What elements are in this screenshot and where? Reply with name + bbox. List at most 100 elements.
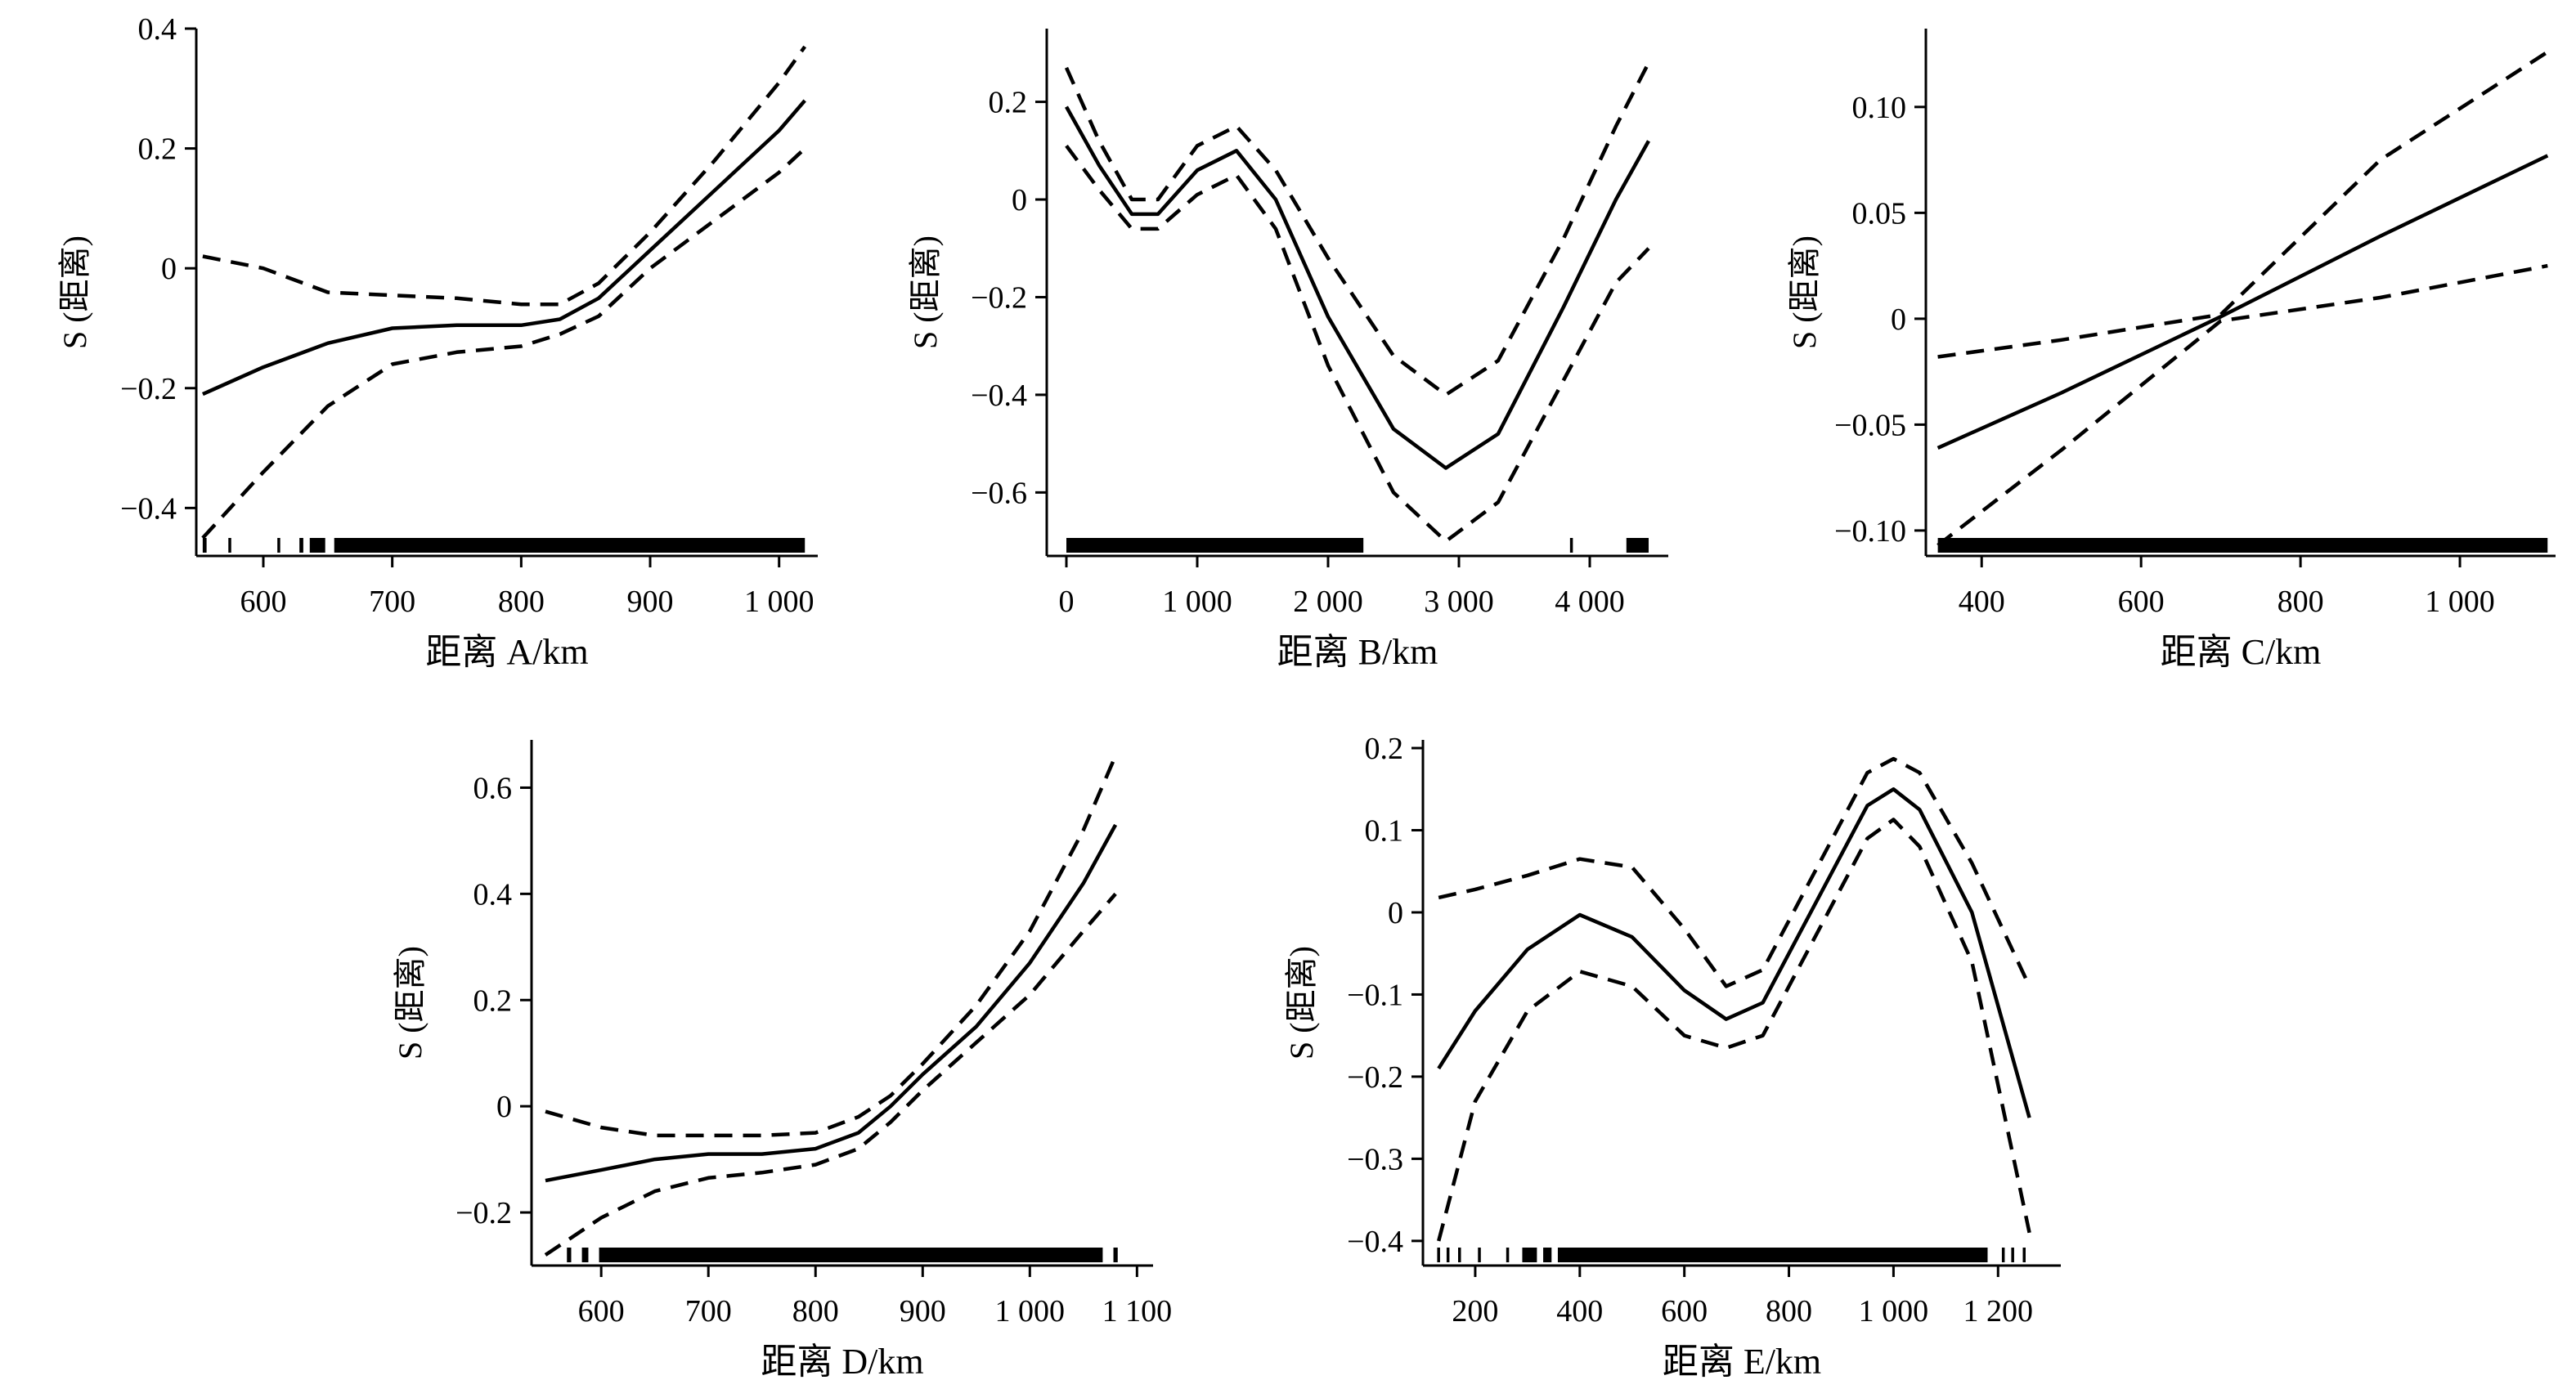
lower-ci-line: [201, 146, 806, 540]
x-axis-label: 距离 E/km: [1663, 1342, 1821, 1382]
y-tick-label: −0.4: [1347, 1225, 1403, 1259]
axes: [520, 740, 1153, 1277]
x-tick-label: 700: [369, 585, 415, 619]
rug-band: [1937, 538, 2548, 553]
y-tick-label: 0.4: [138, 12, 177, 47]
smooth-fit-line: [201, 99, 806, 397]
y-tick-label: −0.05: [1834, 408, 1906, 442]
rug-marks: [567, 1248, 1118, 1262]
upper-ci-line: [545, 755, 1118, 1138]
x-axis-label: 距离 C/km: [2161, 632, 2322, 672]
x-tick-label: 800: [1766, 1294, 1812, 1329]
x-tick-label: 1 000: [1162, 585, 1232, 619]
rug-band: [581, 1248, 589, 1262]
x-tick-label: 3 000: [1424, 585, 1494, 619]
rug-band: [299, 538, 303, 553]
x-tick-label: 1 000: [1859, 1294, 1929, 1329]
panel-distance-b: 0 1 000 2 000 3 000 4 000 −0.6 −0.4 −0.2 0 0.2 距离 …: [907, 29, 1668, 672]
rug-marks: [202, 538, 806, 553]
y-tick-label: −0.4: [120, 491, 177, 526]
y-tick-label: −0.10: [1834, 514, 1906, 549]
rug-marks: [1437, 1248, 2026, 1262]
axes: [185, 27, 818, 567]
y-tick-label: −0.2: [120, 372, 177, 406]
x-tick-label: 1 200: [1963, 1294, 2034, 1329]
y-tick-label: 0: [1891, 302, 1906, 337]
y-tick-label: 0.6: [473, 771, 513, 805]
y-tick-label: 0.2: [1365, 732, 1404, 766]
y-tick-label: 0.05: [1852, 196, 1907, 231]
x-tick-label: 600: [240, 585, 286, 619]
rug-band: [202, 538, 207, 553]
smooth-fit-line: [545, 823, 1118, 1183]
x-tick-label: 400: [1556, 1294, 1603, 1329]
lower-ci-line: [544, 892, 1117, 1257]
rug-band: [567, 1248, 572, 1262]
y-tick-label: 0: [496, 1090, 512, 1124]
y-axis-label: S (距离): [1283, 946, 1320, 1060]
axes: [1411, 740, 2061, 1277]
x-tick-label: 700: [685, 1294, 732, 1329]
x-axis-label: 距离 A/km: [425, 632, 588, 672]
lower-ci-line: [1065, 144, 1650, 544]
x-tick-label: 200: [1452, 1294, 1498, 1329]
rug-band: [1522, 1248, 1537, 1262]
rug-band: [1557, 1248, 1988, 1262]
upper-ci-line: [1937, 50, 2549, 359]
rug-marks: [1066, 538, 1649, 553]
y-tick-label: 0.2: [138, 132, 177, 167]
rug-band: [1543, 1248, 1552, 1262]
x-tick-label: 1 100: [1102, 1294, 1173, 1329]
x-tick-label: 0: [1059, 585, 1075, 619]
rug-band: [334, 538, 806, 553]
y-tick-label: −0.2: [456, 1196, 512, 1230]
y-axis-label: S (距离): [56, 235, 93, 349]
x-tick-label: 1 000: [995, 1294, 1066, 1329]
x-tick-label: 800: [2278, 585, 2324, 619]
x-tick-label: 1 000: [744, 585, 815, 619]
panel-distance-d: 600 700 800 900 1 000 1 100 −0.2 0 0.2 0.4 0.6 距离 D…: [392, 740, 1172, 1382]
y-tick-label: 0: [161, 252, 177, 286]
rug-marks: [1937, 538, 2548, 553]
x-tick-label: 400: [1959, 585, 2005, 619]
y-axis-label: S (距离): [1786, 235, 1823, 349]
upper-ci-line: [202, 45, 807, 307]
rug-band: [1113, 1248, 1118, 1262]
x-tick-label: 800: [792, 1294, 839, 1329]
lower-ci-line: [1936, 263, 2548, 547]
y-tick-label: −0.1: [1347, 978, 1403, 1012]
y-axis-label: S (距离): [392, 946, 429, 1060]
x-tick-label: 600: [2118, 585, 2165, 619]
y-tick-label: 0.4: [473, 877, 513, 912]
rug-band: [309, 538, 325, 553]
y-axis-label: S (距离): [907, 235, 944, 349]
axes: [1914, 29, 2556, 567]
smooth-fit-line: [1065, 105, 1650, 470]
panel-distance-c: 400 600 800 1 000 −0.10 −0.05 0 0.05 0.10 距离 C/km…: [1786, 29, 2556, 672]
x-tick-label: 800: [498, 585, 545, 619]
axes: [1035, 29, 1668, 567]
y-tick-label: −0.4: [971, 379, 1027, 413]
rug-band: [599, 1248, 1103, 1262]
upper-ci-line: [1438, 756, 2031, 988]
y-tick-label: 0.10: [1852, 91, 1907, 125]
y-tick-label: 0.2: [473, 984, 513, 1018]
x-axis-label: 距离 D/km: [761, 1342, 923, 1382]
y-tick-label: −0.6: [971, 476, 1027, 510]
y-tick-label: 0: [1012, 183, 1027, 217]
x-tick-label: 600: [578, 1294, 625, 1329]
y-tick-label: 0: [1388, 896, 1403, 930]
x-tick-label: 1 000: [2425, 585, 2495, 619]
smooth-fit-line: [1936, 154, 2549, 450]
x-tick-label: 900: [900, 1294, 946, 1329]
y-tick-label: −0.2: [1347, 1060, 1403, 1095]
x-tick-label: 4 000: [1555, 585, 1625, 619]
x-axis-label: 距离 B/km: [1277, 632, 1438, 672]
x-tick-label: 600: [1661, 1294, 1708, 1329]
panel-distance-e: 200 400 600 800 1 000 1 200 −0.4 −0.3 −0.2 −0.1 0 0…: [1283, 732, 2061, 1382]
x-tick-label: 2 000: [1293, 585, 1363, 619]
y-tick-label: 0.1: [1365, 814, 1404, 849]
y-tick-label: 0.2: [989, 86, 1028, 120]
upper-ci-line: [1064, 61, 1650, 397]
